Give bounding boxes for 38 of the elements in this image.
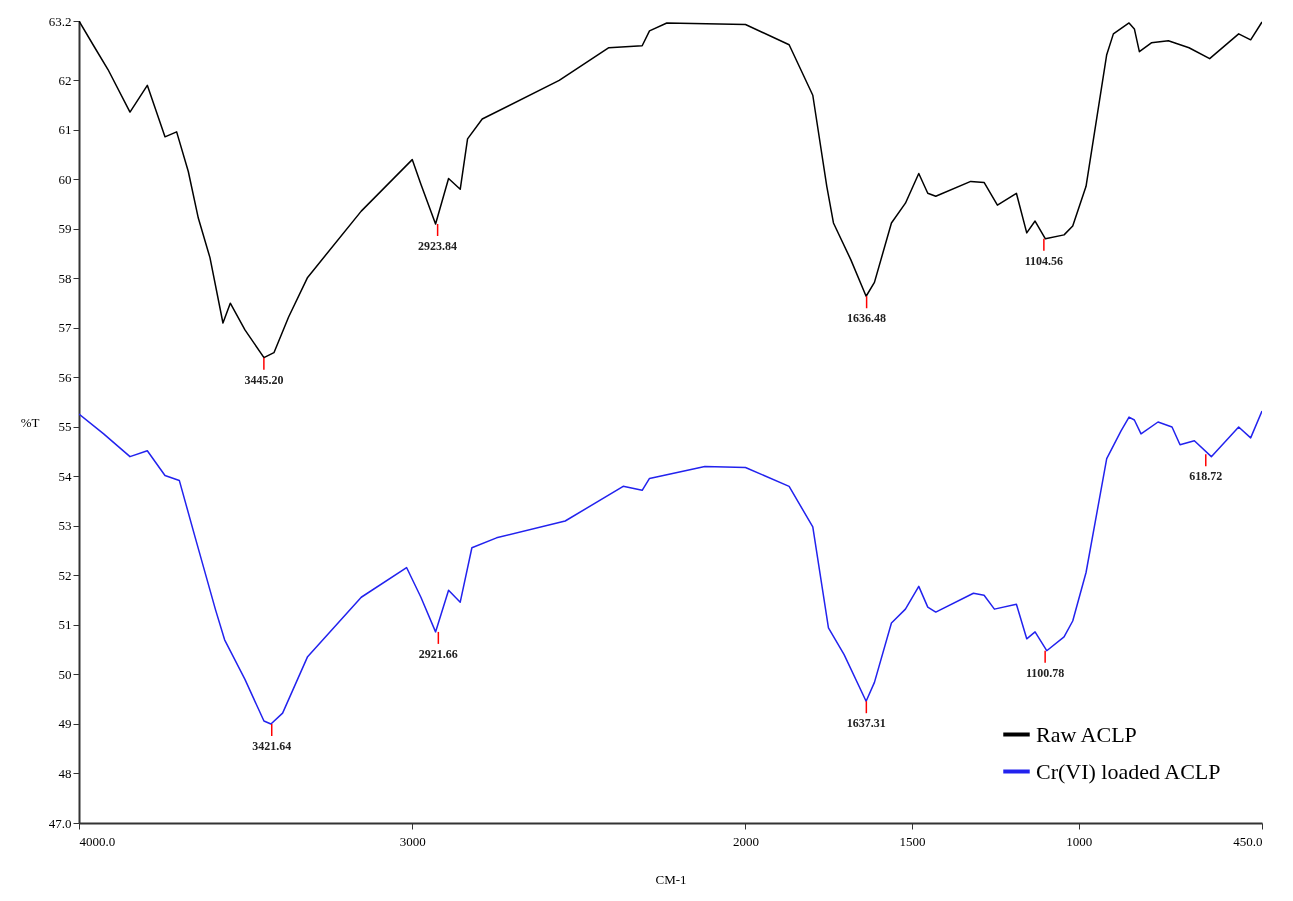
y-tick-label: 59 — [58, 221, 72, 237]
annotation: 2921.66 — [418, 646, 458, 661]
x-tick-label: 2000 — [732, 833, 759, 849]
annotation: 1100.78 — [1025, 665, 1065, 680]
y-tick-label: 47.0 — [48, 815, 72, 831]
y-axis-title: %T — [20, 414, 40, 430]
y-tick-label: 53 — [58, 518, 72, 534]
x-tick-label: 3000 — [399, 833, 426, 849]
y-tick-label: 58 — [58, 270, 72, 286]
annotation: 1636.48 — [847, 311, 887, 326]
legend-label: Cr(VI) loaded ACLP — [1036, 758, 1221, 784]
y-tick-label: 56 — [58, 369, 72, 385]
x-tick-label: 450.0 — [1233, 833, 1263, 849]
y-tick-label: 57 — [58, 320, 72, 336]
legend-label: Raw ACLP — [1036, 721, 1137, 747]
x-axis-title: CM-1 — [655, 871, 687, 887]
annotation: 3445.20 — [244, 372, 284, 387]
annotation: 1104.56 — [1024, 253, 1064, 268]
y-tick-label: 52 — [58, 567, 72, 583]
y-tick-label: 63.2 — [48, 13, 72, 29]
x-tick-label: 1000 — [1066, 833, 1093, 849]
x-tick-label: 4000.0 — [79, 833, 116, 849]
y-tick-label: 51 — [58, 617, 72, 633]
annotation: 618.72 — [1189, 469, 1223, 484]
y-tick-label: 55 — [58, 419, 72, 435]
y-tick-label: 50 — [58, 666, 72, 682]
annotation: 3421.64 — [252, 738, 292, 753]
annotation: 2923.84 — [418, 238, 458, 253]
y-tick-label: 54 — [58, 468, 72, 484]
x-tick-label: 1500 — [899, 833, 926, 849]
y-tick-label: 48 — [58, 765, 72, 781]
line-series — [79, 21, 1262, 359]
y-tick-label: 60 — [58, 171, 72, 187]
annotation: 1637.31 — [846, 716, 886, 731]
y-tick-label: 49 — [58, 716, 72, 732]
y-tick-label: 61 — [58, 122, 72, 138]
line-series — [79, 410, 1262, 725]
y-tick-label: 62 — [58, 72, 72, 88]
